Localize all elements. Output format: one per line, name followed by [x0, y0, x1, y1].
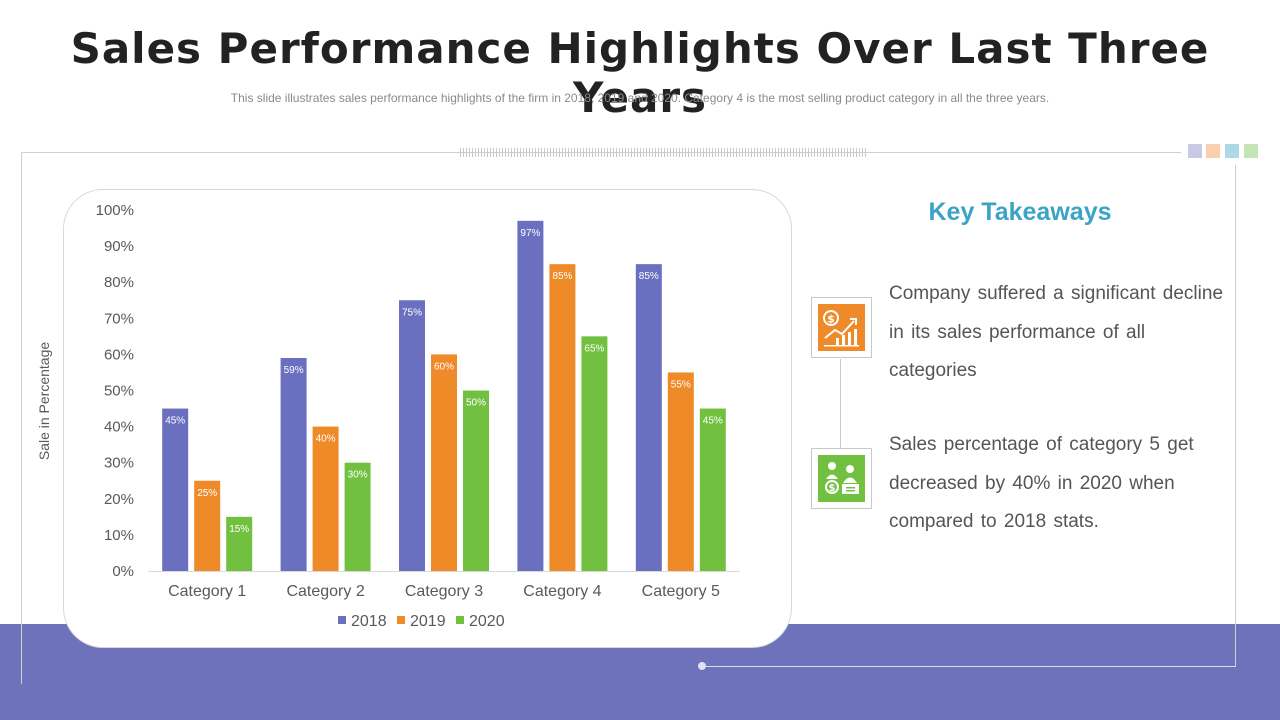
bar-2020-2	[344, 462, 371, 571]
legend-swatch-2019	[397, 616, 405, 624]
x-tick-label: Category 2	[286, 583, 364, 600]
y-tick-label: 70%	[104, 310, 134, 327]
bar-2020-5	[699, 408, 726, 571]
bar-2020-3	[463, 390, 489, 571]
takeaway-icon-box-1: $	[811, 297, 872, 358]
key-takeaways-title: Key Takeaways	[928, 198, 1112, 226]
bar-2018-2	[280, 358, 307, 571]
bar-2019-4	[549, 264, 576, 571]
bar-2019-5	[667, 372, 694, 571]
data-label: 85%	[552, 271, 572, 282]
page-title: Sales Performance Highlights Over Last T…	[70, 24, 1210, 122]
y-axis-label: Sale in Percentage	[36, 342, 52, 461]
y-tick-label: 0%	[112, 563, 134, 580]
data-label: 45%	[165, 416, 185, 427]
svg-text:$: $	[829, 483, 836, 494]
legend-label-2018: 2018	[351, 613, 387, 630]
bar-2020-4	[581, 336, 608, 571]
data-label: 59%	[284, 365, 304, 376]
takeaway-text-1: Company suffered a significant decline i…	[889, 283, 1224, 381]
data-label: 65%	[584, 343, 604, 354]
data-label: 50%	[466, 398, 486, 409]
legend-label-2020: 2020	[469, 613, 505, 630]
data-label: 15%	[229, 524, 249, 535]
bar-2020-1	[226, 516, 253, 571]
data-label: 60%	[434, 361, 454, 372]
bar-2018-5	[635, 264, 662, 571]
x-tick-label: Category 5	[642, 583, 720, 600]
decor-square-3	[1225, 144, 1239, 158]
data-label: 30%	[348, 470, 368, 481]
bar-2018-4	[517, 220, 544, 571]
data-label: 25%	[197, 488, 217, 499]
bar-2018-1	[162, 408, 189, 571]
growth-chart-icon: $	[818, 304, 865, 351]
y-tick-label: 20%	[104, 491, 134, 508]
data-label: 45%	[703, 416, 723, 427]
legend-swatch-2020	[456, 616, 464, 624]
data-label: 85%	[639, 271, 659, 282]
decor-square-4	[1244, 144, 1258, 158]
takeaway-icon-box-2: $	[811, 448, 872, 509]
y-tick-label: 10%	[104, 527, 134, 544]
decor-square-2	[1206, 144, 1220, 158]
data-label: 97%	[520, 228, 540, 239]
bar-2019-3	[431, 354, 457, 571]
takeaway-connector	[840, 359, 841, 448]
y-tick-label: 30%	[104, 455, 134, 472]
svg-text:$: $	[827, 313, 835, 326]
data-label: 40%	[316, 434, 336, 445]
business-people-icon: $	[818, 455, 865, 502]
frame-dot	[698, 662, 706, 670]
page-subtitle: This slide illustrates sales performance…	[230, 91, 1050, 105]
data-label: 75%	[402, 307, 422, 318]
frame-line-right	[1235, 165, 1236, 667]
x-tick-label: Category 4	[523, 583, 601, 600]
y-tick-label: 40%	[104, 419, 134, 436]
legend-swatch-2018	[338, 616, 346, 624]
bar-2019-2	[312, 426, 339, 571]
decorative-ticks	[460, 148, 868, 157]
x-tick-label: Category 3	[405, 583, 483, 600]
bar-2018-3	[399, 300, 425, 571]
x-tick-label: Category 1	[168, 583, 246, 600]
y-tick-label: 80%	[104, 274, 134, 291]
y-tick-label: 100%	[96, 202, 134, 219]
legend-label-2019: 2019	[410, 613, 446, 630]
decor-square-1	[1188, 144, 1202, 158]
frame-line-bottom	[702, 666, 1236, 667]
frame-line-left	[21, 152, 22, 684]
bar-2019-1	[194, 480, 221, 571]
data-label: 55%	[671, 379, 691, 390]
y-tick-label: 90%	[104, 238, 134, 255]
takeaway-text-2: Sales percentage of category 5 get decre…	[889, 434, 1194, 532]
y-tick-label: 60%	[104, 346, 134, 363]
y-tick-label: 50%	[104, 383, 134, 400]
